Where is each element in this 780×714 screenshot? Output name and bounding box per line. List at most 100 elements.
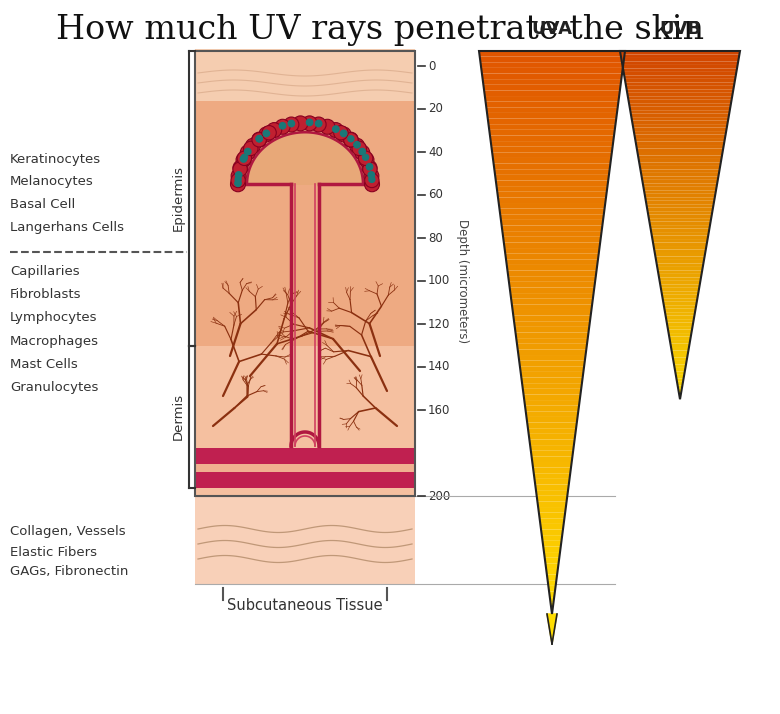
- Circle shape: [302, 116, 317, 131]
- Polygon shape: [551, 608, 553, 614]
- Polygon shape: [492, 152, 612, 158]
- Polygon shape: [668, 326, 693, 330]
- Polygon shape: [547, 614, 557, 644]
- Polygon shape: [511, 298, 593, 304]
- Text: 60: 60: [428, 188, 443, 201]
- Circle shape: [332, 126, 339, 132]
- Polygon shape: [546, 569, 558, 575]
- Polygon shape: [626, 86, 734, 89]
- Text: UVA: UVA: [531, 20, 573, 38]
- Polygon shape: [543, 540, 562, 546]
- Polygon shape: [509, 276, 596, 282]
- Polygon shape: [658, 267, 703, 271]
- Text: Keratinocytes: Keratinocytes: [10, 153, 101, 166]
- Polygon shape: [663, 302, 697, 305]
- Text: How much UV rays penetrate the skin: How much UV rays penetrate the skin: [56, 14, 704, 46]
- Polygon shape: [486, 107, 618, 113]
- Circle shape: [252, 132, 267, 147]
- Polygon shape: [665, 312, 695, 316]
- Text: 40: 40: [428, 146, 443, 159]
- Circle shape: [288, 121, 295, 126]
- Polygon shape: [642, 176, 718, 180]
- Text: Depth (micrometers): Depth (micrometers): [456, 219, 470, 343]
- Polygon shape: [662, 298, 697, 302]
- Polygon shape: [622, 65, 738, 69]
- Polygon shape: [650, 225, 710, 228]
- Polygon shape: [516, 333, 588, 338]
- Polygon shape: [653, 243, 707, 246]
- Polygon shape: [655, 256, 704, 260]
- Polygon shape: [509, 288, 594, 293]
- Polygon shape: [501, 220, 603, 226]
- Polygon shape: [480, 56, 624, 62]
- Circle shape: [359, 153, 374, 168]
- Polygon shape: [641, 173, 719, 176]
- Circle shape: [362, 160, 377, 176]
- Polygon shape: [530, 445, 574, 451]
- Polygon shape: [548, 586, 555, 591]
- Polygon shape: [660, 284, 700, 288]
- Polygon shape: [679, 396, 681, 399]
- Polygon shape: [247, 132, 363, 184]
- Polygon shape: [629, 100, 732, 104]
- Polygon shape: [650, 221, 711, 225]
- Circle shape: [344, 133, 358, 147]
- Circle shape: [235, 180, 241, 186]
- Polygon shape: [672, 351, 689, 354]
- Polygon shape: [487, 113, 617, 119]
- Polygon shape: [640, 169, 720, 173]
- Polygon shape: [525, 406, 579, 411]
- Polygon shape: [665, 316, 694, 319]
- Circle shape: [235, 176, 241, 182]
- Bar: [195, 448, 415, 464]
- Polygon shape: [675, 368, 686, 371]
- Polygon shape: [518, 349, 587, 355]
- Polygon shape: [629, 104, 731, 106]
- Circle shape: [231, 177, 246, 192]
- Bar: [195, 496, 415, 584]
- Polygon shape: [486, 101, 619, 107]
- Polygon shape: [633, 128, 727, 131]
- Text: 100: 100: [428, 274, 450, 288]
- Polygon shape: [493, 158, 612, 164]
- Polygon shape: [678, 386, 682, 389]
- Polygon shape: [670, 340, 690, 343]
- Circle shape: [241, 154, 247, 160]
- Circle shape: [340, 130, 347, 136]
- Polygon shape: [646, 201, 714, 204]
- Polygon shape: [541, 524, 564, 530]
- Circle shape: [328, 123, 343, 138]
- Polygon shape: [626, 82, 735, 86]
- Text: Capillaries: Capillaries: [10, 266, 80, 278]
- Polygon shape: [523, 389, 581, 394]
- Circle shape: [369, 176, 375, 182]
- Circle shape: [262, 126, 276, 140]
- Text: UVB: UVB: [659, 20, 701, 38]
- Polygon shape: [677, 382, 683, 386]
- Text: Langerhans Cells: Langerhans Cells: [10, 221, 124, 234]
- Polygon shape: [527, 423, 577, 428]
- Polygon shape: [624, 76, 736, 79]
- Polygon shape: [623, 72, 736, 76]
- Polygon shape: [679, 392, 681, 396]
- Text: 120: 120: [428, 318, 450, 331]
- Polygon shape: [675, 371, 685, 375]
- Polygon shape: [491, 141, 613, 146]
- Polygon shape: [627, 93, 732, 96]
- Polygon shape: [548, 580, 556, 586]
- Polygon shape: [634, 134, 725, 138]
- Polygon shape: [670, 343, 690, 347]
- Polygon shape: [654, 249, 706, 253]
- Circle shape: [231, 169, 246, 183]
- Polygon shape: [512, 310, 591, 316]
- Polygon shape: [495, 169, 610, 175]
- Circle shape: [359, 149, 366, 155]
- Polygon shape: [662, 295, 698, 298]
- Polygon shape: [500, 214, 604, 220]
- Polygon shape: [533, 468, 571, 473]
- Polygon shape: [508, 271, 597, 276]
- Bar: [195, 66, 415, 496]
- Circle shape: [259, 127, 274, 142]
- Circle shape: [348, 136, 354, 142]
- Polygon shape: [658, 274, 701, 277]
